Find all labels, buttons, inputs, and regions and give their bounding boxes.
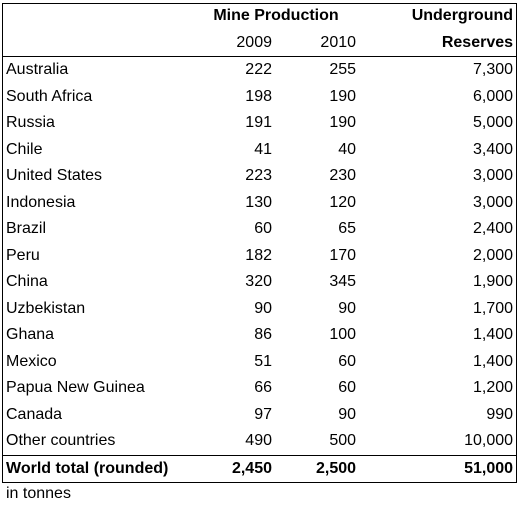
production-2010-cell: 170 [329, 246, 357, 264]
reserves-cell: 3,000 [472, 167, 514, 184]
production-2009-cell: 86 [254, 326, 272, 343]
country-cell: Papua New Guinea [6, 379, 145, 396]
country-cell: Australia [6, 61, 69, 78]
country-cell: Uzbekistan [6, 299, 86, 317]
production-2009-cell: 66 [254, 379, 272, 396]
reserves-cell: 5,000 [472, 114, 514, 131]
reserves-cell: 7,300 [472, 61, 514, 78]
production-2010-cell: 65 [338, 220, 357, 237]
header-year-2009: 2009 [192, 29, 276, 57]
reserves-cell: 1,700 [472, 299, 514, 317]
total-row: World total (rounded) 2,450 2,500 51,000 [2, 454, 518, 483]
production-2010-cell: 230 [329, 167, 357, 184]
country-cell: Peru [6, 246, 40, 264]
country-cell: Chile [6, 140, 43, 158]
production-2009-cell: 41 [254, 140, 272, 158]
header-mine-production: Mine Production [213, 7, 339, 24]
reserves-cell: 1,200 [472, 379, 514, 396]
production-2010-cell: 120 [329, 193, 357, 211]
table-row: Papua New Guinea 66 60 1,200 [2, 375, 517, 402]
table-frame-top [2, 3, 517, 4]
country-cell: China [6, 273, 48, 290]
production-2009-cell: 130 [245, 193, 272, 211]
reserves-cell: 2,000 [472, 246, 514, 264]
header-blank [2, 3, 192, 30]
footnote: in tonnes [6, 485, 71, 502]
table-frame-right [516, 3, 517, 482]
table-row: Peru 182 170 2,000 [2, 243, 517, 270]
reserves-cell: 3,400 [472, 140, 514, 158]
reserves-cell: 1,400 [472, 326, 514, 343]
header-year-2010: 2010 [276, 29, 361, 57]
table-row: Ghana 86 100 1,400 [2, 322, 517, 349]
country-cell: United States [6, 167, 103, 184]
production-2010-cell: 190 [329, 114, 357, 131]
table-row: Uzbekistan 90 90 1,700 [2, 296, 517, 323]
production-2009-cell: 191 [245, 114, 272, 131]
production-2010-cell: 90 [338, 299, 357, 317]
production-2009-cell: 198 [245, 87, 272, 105]
country-cell: Mexico [6, 352, 57, 370]
header-underground: Underground [411, 7, 514, 24]
production-2010-cell: 100 [329, 326, 357, 343]
table-row: Australia 222 255 7,300 [2, 57, 517, 84]
table-row: Brazil 60 65 2,400 [2, 216, 517, 243]
table-body: Australia 222 255 7,300 South Africa 198 190 6,… [2, 57, 517, 456]
production-2009-cell: 490 [245, 432, 272, 449]
total-label: World total (rounded) [2, 454, 192, 483]
country-cell: Other countries [6, 432, 116, 449]
production-2010-cell: 40 [338, 140, 357, 158]
country-cell: South Africa [6, 87, 93, 105]
production-2009-cell: 222 [245, 61, 272, 78]
production-2009-cell: 223 [245, 167, 272, 184]
header-row-1: Mine Production Underground [2, 3, 517, 30]
production-2009-cell: 51 [254, 352, 272, 370]
table-row: Canada 97 90 990 [2, 402, 517, 429]
reserves-cell: 6,000 [472, 87, 514, 105]
reserves-cell: 3,000 [472, 193, 514, 211]
total-reserves: 51,000 [360, 454, 518, 483]
table-row: United States 223 230 3,000 [2, 163, 517, 190]
header-row-2: 2009 2010 Reserves [2, 29, 518, 57]
header-blank-2 [2, 29, 192, 57]
reserves-cell: 990 [486, 405, 514, 423]
production-2010-cell: 190 [329, 87, 357, 105]
production-2010-cell: 345 [329, 273, 357, 290]
production-2009-cell: 320 [245, 273, 272, 290]
table-row: Russia 191 190 5,000 [2, 110, 517, 137]
reserves-cell: 1,900 [472, 273, 514, 290]
table-row: Indonesia 130 120 3,000 [2, 190, 517, 217]
gold-production-table: Mine Production Underground 2009 2010 Re… [2, 3, 518, 483]
production-2010-cell: 60 [338, 379, 357, 396]
country-cell: Russia [6, 114, 55, 131]
country-cell: Ghana [6, 326, 55, 343]
reserves-cell: 2,400 [472, 220, 514, 237]
table-row: South Africa 198 190 6,000 [2, 84, 517, 111]
production-2010-cell: 255 [329, 61, 357, 78]
country-cell: Canada [6, 405, 63, 423]
production-2010-cell: 90 [338, 405, 357, 423]
production-2010-cell: 60 [338, 352, 357, 370]
reserves-cell: 1,400 [472, 352, 514, 370]
country-cell: Brazil [6, 220, 47, 237]
total-2009: 2,450 [192, 454, 276, 483]
table-row: China 320 345 1,900 [2, 269, 517, 296]
reserves-cell: 10,000 [464, 432, 514, 449]
table-row: Other countries 490 500 10,000 [2, 428, 517, 455]
production-2009-cell: 90 [254, 299, 272, 317]
production-2009-cell: 60 [254, 220, 272, 237]
table-frame-left [2, 3, 3, 482]
country-cell: Indonesia [6, 193, 76, 211]
header-reserves: Reserves [360, 29, 518, 57]
total-2010: 2,500 [276, 454, 361, 483]
production-2009-cell: 182 [245, 246, 272, 264]
production-2010-cell: 500 [329, 432, 357, 449]
production-2009-cell: 97 [254, 405, 272, 423]
table-row: Mexico 51 60 1,400 [2, 349, 517, 376]
table-row: Chile 41 40 3,400 [2, 137, 517, 164]
